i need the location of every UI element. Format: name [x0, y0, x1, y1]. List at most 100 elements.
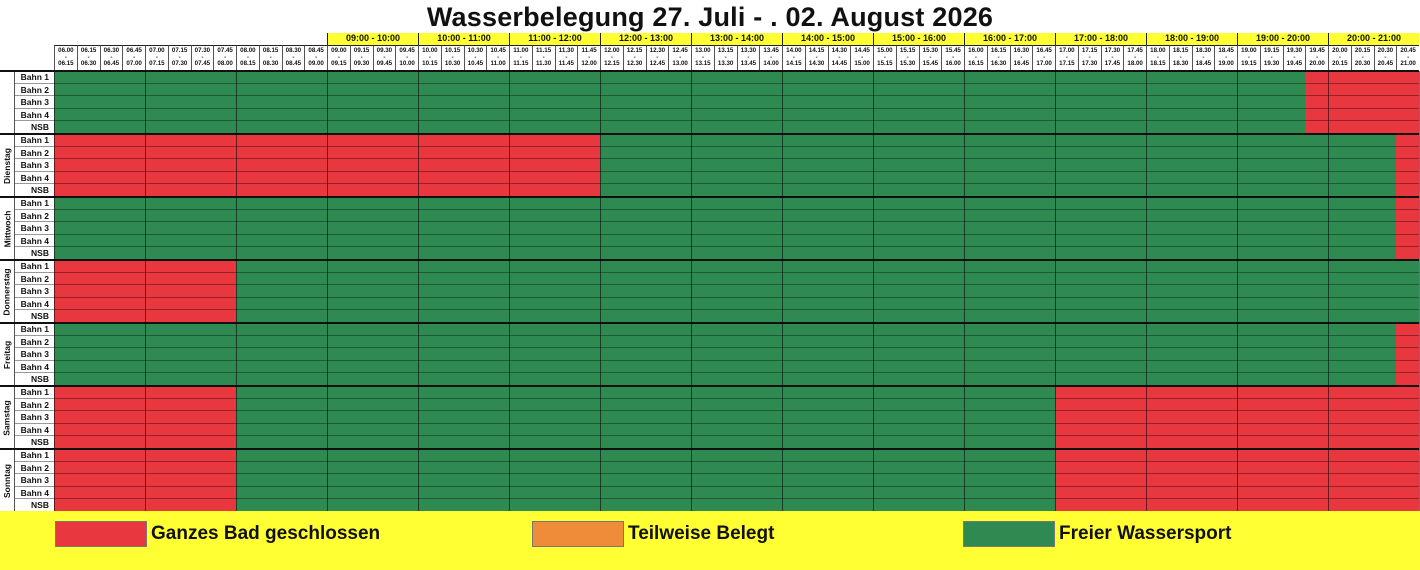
slot-end: 12.45 [649, 60, 666, 67]
slot-dash: - [1043, 53, 1046, 61]
slot-start: 07.30 [194, 47, 211, 54]
slot-dash: - [565, 53, 568, 61]
slot-end: 20.45 [1377, 60, 1394, 67]
closed-cell [1305, 83, 1419, 97]
hour-header-cell: 19:00 - 20:00 [1237, 33, 1328, 45]
hour-gridline [417, 71, 419, 512]
slot-header-cell: 12.15-12.30 [622, 45, 646, 71]
slot-header-cell: 06.45-07.00 [122, 45, 145, 71]
slot-end: 19.45 [1286, 60, 1303, 67]
slot-start: 09.15 [353, 47, 370, 54]
slot-end: 17.45 [1104, 60, 1121, 67]
closed-cell [1396, 197, 1419, 210]
slot-dash: - [64, 53, 67, 61]
day-separator [0, 70, 1419, 72]
slot-start: 13.15 [717, 47, 734, 54]
lane-label: Bahn 2 [15, 399, 54, 412]
slot-dash: - [861, 53, 864, 61]
free-cell [236, 474, 1055, 487]
slot-end: 18.15 [1150, 60, 1166, 67]
slot-end: 08.00 [217, 60, 233, 67]
slot-dash: - [178, 53, 181, 61]
slot-start: 11.15 [536, 47, 552, 54]
slot-end: 11.15 [513, 60, 529, 67]
slot-end: 13.15 [695, 60, 711, 67]
slot-dash: - [952, 53, 955, 61]
slot-dash: - [929, 53, 932, 61]
slot-start: 14.15 [808, 47, 825, 54]
slot-end: 15.30 [899, 60, 916, 67]
hour-header-cell: 12:00 - 13:00 [600, 33, 691, 45]
legend: Ganzes Bad geschlossen Teilweise Belegt … [0, 511, 1420, 570]
slot-header-cell: 19.00-19.15 [1237, 45, 1260, 71]
closed-cell [1396, 222, 1419, 235]
slot-end: 20.00 [1309, 60, 1325, 67]
slot-end: 21.00 [1400, 60, 1416, 67]
closed-cell [1396, 323, 1419, 336]
lane-label: Bahn 2 [15, 462, 54, 475]
slot-dash: - [747, 53, 750, 61]
slot-start: 13.00 [695, 47, 711, 54]
slot-dash: - [701, 53, 704, 61]
day-label: Sonntag [0, 449, 15, 512]
closed-cell [1396, 171, 1419, 185]
slot-dash: - [724, 53, 727, 61]
slot-end: 07.45 [194, 60, 211, 67]
slot-header-cell: 09.00-09.15 [327, 45, 350, 71]
hour-header-cell: 17:00 - 18:00 [1055, 33, 1146, 45]
hour-header-cell: 15:00 - 16:00 [873, 33, 964, 45]
slot-dash: - [406, 53, 409, 61]
legend-item-free: Freier Wassersport [963, 521, 1231, 547]
slot-start: 15.30 [922, 47, 939, 54]
lane-label: Bahn 3 [15, 474, 54, 487]
day-separator [0, 259, 1419, 261]
slot-header-cell: 16.30-16.45 [1009, 45, 1033, 71]
free-cell [54, 71, 1306, 84]
slot-start: 18.45 [1218, 47, 1234, 54]
slot-header-cell: 10.00-10.15 [418, 45, 441, 71]
free-cell [54, 360, 1397, 374]
slot-dash: - [1316, 53, 1319, 61]
slot-end: 14.45 [831, 60, 848, 67]
slot-header-cell: 17.45-18.00 [1123, 45, 1146, 71]
free-cell [54, 234, 1397, 248]
slot-start: 09.45 [399, 47, 415, 54]
day-label: Mittwoch [0, 197, 15, 260]
slot-start: 20.00 [1332, 47, 1348, 54]
slot-start: 17.45 [1127, 47, 1143, 54]
slot-end: 10.15 [422, 60, 438, 67]
slot-header-cell: 15.15-15.30 [895, 45, 919, 71]
slot-start: 09.30 [376, 47, 393, 54]
slot-dash: - [1338, 53, 1341, 61]
slot-start: 08.30 [285, 47, 302, 54]
slot-dash: - [155, 53, 158, 61]
closed-cell [1396, 209, 1419, 223]
free-cell [54, 197, 1397, 210]
slot-dash: - [383, 53, 386, 61]
slot-header-cell: 18.30-18.45 [1191, 45, 1215, 71]
day-name: Mittwoch [2, 210, 13, 248]
slot-start: 07.00 [149, 47, 165, 54]
lane-label: Bahn 2 [15, 210, 54, 223]
slot-header-cell: 20.15-20.30 [1350, 45, 1374, 71]
slot-start: 13.45 [763, 47, 779, 54]
slot-start: 17.30 [1104, 47, 1121, 54]
slot-dash: - [792, 53, 795, 61]
slot-end: 07.15 [149, 60, 165, 67]
free-cell [236, 461, 1055, 475]
slot-dash: - [883, 53, 886, 61]
slot-header-cell: 12.00-12.15 [600, 45, 623, 71]
slot-end: 17.00 [1036, 60, 1052, 67]
slot-dash: - [838, 53, 841, 61]
slot-header-cell: 07.00-07.15 [145, 45, 168, 71]
slot-start: 15.15 [899, 47, 916, 54]
slot-dash: - [519, 53, 522, 61]
slot-dash: - [1202, 53, 1205, 61]
hour-gridline [1327, 71, 1329, 512]
legend-label-free: Freier Wassersport [1059, 523, 1232, 544]
slot-end: 14.30 [808, 60, 825, 67]
slot-end: 08.30 [262, 60, 279, 67]
slot-dash: - [1156, 53, 1159, 61]
slot-dash: - [633, 53, 636, 61]
free-cell [236, 285, 1419, 298]
